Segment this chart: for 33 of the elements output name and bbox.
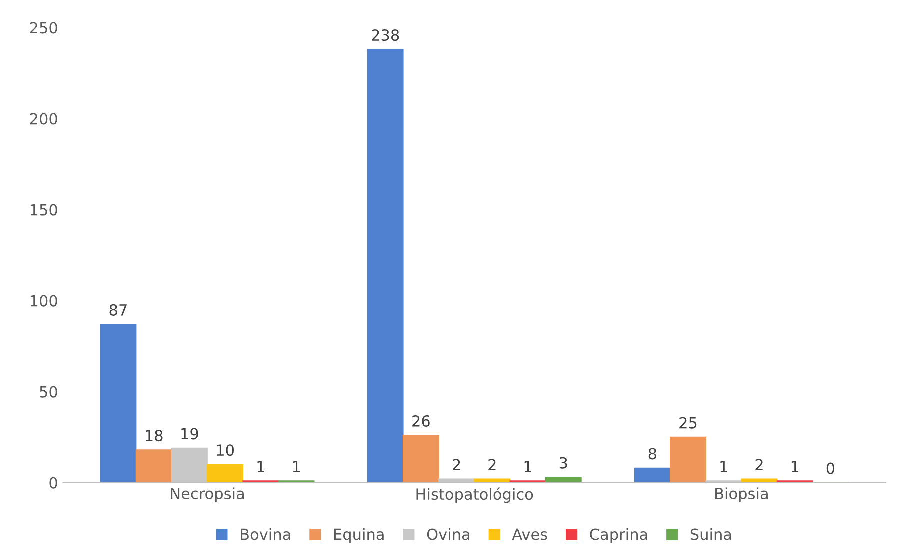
legend-label: Equina (334, 528, 384, 544)
y-tick-label: 100 (30, 295, 58, 307)
y-tick-label: 150 (30, 204, 58, 216)
data-label: 18 (146, 430, 163, 442)
data-label: 25 (680, 417, 697, 429)
data-label: 87 (110, 304, 127, 316)
data-label: 1 (720, 461, 728, 472)
y-tick-label: 0 (50, 477, 58, 489)
data-label: 238 (372, 30, 400, 42)
data-label: 19 (182, 428, 198, 440)
data-label: 3 (560, 457, 568, 469)
data-label: 1 (293, 461, 300, 472)
x-tick-label: Histopatológico (416, 488, 534, 504)
data-label: 2 (756, 459, 763, 470)
legend-label: Caprina (590, 528, 648, 544)
y-tick-label: 200 (30, 113, 58, 125)
data-label: 0 (826, 462, 835, 474)
data-label: 1 (524, 461, 532, 472)
data-label: 1 (792, 461, 799, 472)
legend-label: Bovina (241, 528, 290, 540)
legend-label: Aves (512, 528, 548, 540)
data-label: 8 (648, 448, 656, 460)
y-tick-label: 50 (40, 386, 58, 398)
y-tick-label: 250 (30, 22, 58, 34)
data-label: 10 (217, 444, 234, 456)
x-tick-label: Necropsia (171, 488, 244, 502)
x-tick-label: Biopsia (716, 488, 768, 502)
legend-label: Suina (690, 528, 732, 540)
data-label: 2 (488, 459, 496, 470)
data-label: 2 (453, 459, 460, 470)
data-label: 26 (412, 415, 430, 428)
data-label: 1 (258, 461, 264, 472)
legend-label: Ovina (427, 528, 470, 540)
